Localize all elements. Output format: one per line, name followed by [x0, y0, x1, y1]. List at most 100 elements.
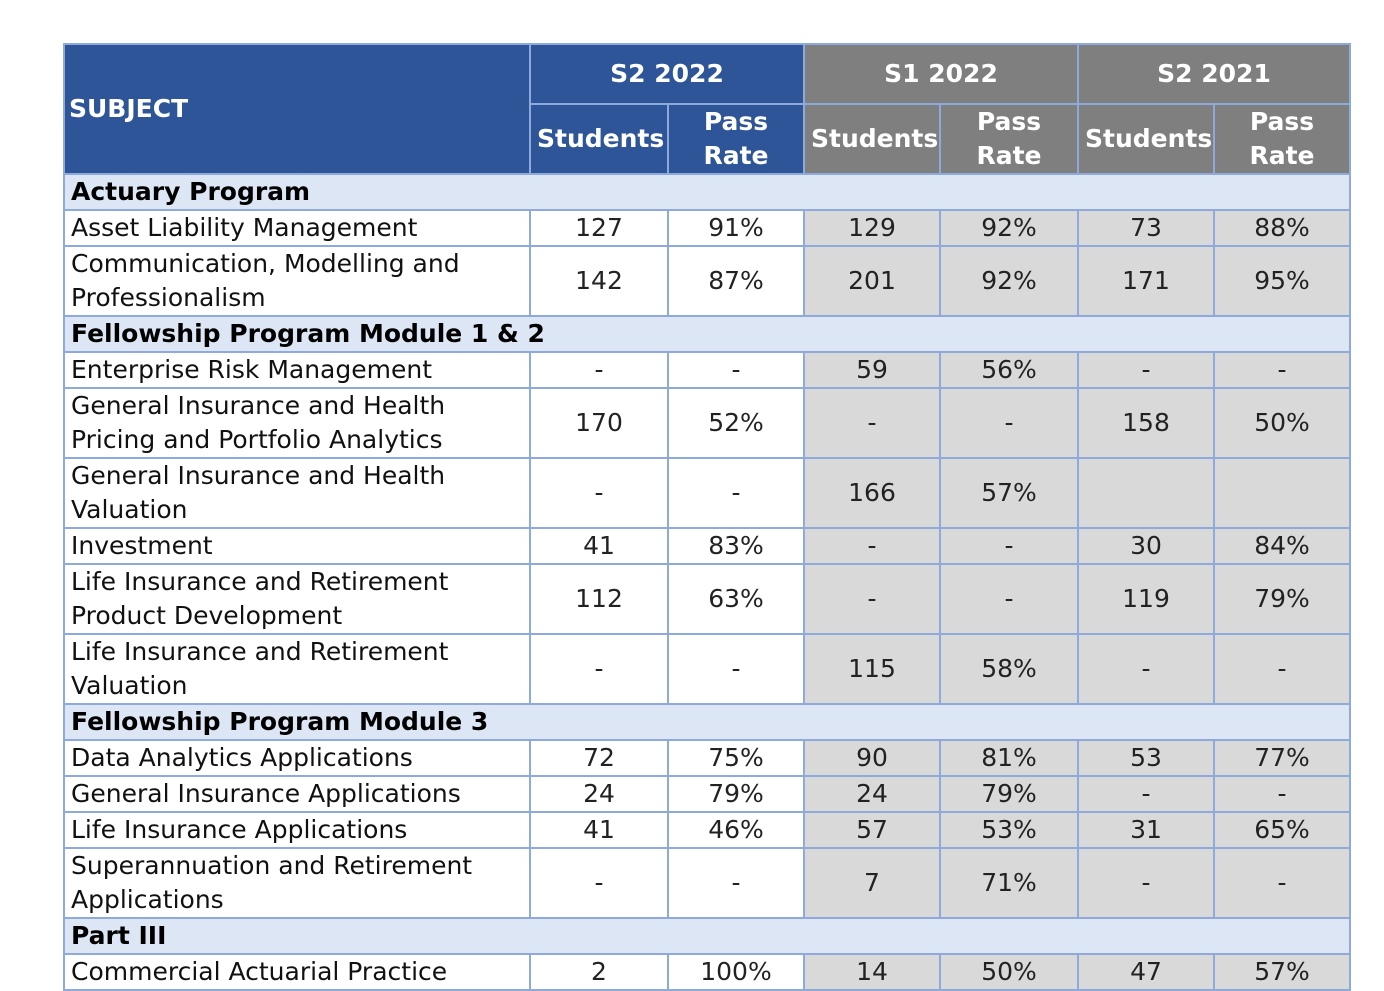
value-cell: 91% — [667, 209, 805, 247]
value-cell: 59 — [803, 351, 941, 389]
section-title: Fellowship Program Module 1 & 2 — [63, 315, 1351, 353]
value-cell — [1213, 457, 1351, 529]
value-cell: 50% — [939, 953, 1079, 991]
data-row: Enterprise Risk Management - -59 56% - - — [63, 351, 1351, 389]
data-row: General Insurance and Health Valuation - -… — [63, 457, 1351, 529]
data-row: General Insurance and Health Pricing and… — [63, 387, 1351, 459]
value-cell: - — [667, 351, 805, 389]
value-cell: 171 — [1077, 245, 1215, 317]
period-header: S1 2022 — [803, 43, 1079, 105]
value-cell: 170 — [529, 387, 669, 459]
column-header: Students — [803, 103, 941, 175]
column-header: Pass Rate — [667, 103, 805, 175]
value-cell: 57 — [803, 811, 941, 849]
data-row: Life Insurance and Retirement Valuation -… — [63, 633, 1351, 705]
subject-cell: Investment — [63, 527, 531, 565]
value-cell: 112 — [529, 563, 669, 635]
value-cell: 65% — [1213, 811, 1351, 849]
subject-cell: General Insurance and Health Valuation — [63, 457, 531, 529]
value-cell: - — [803, 527, 941, 565]
value-cell: 142 — [529, 245, 669, 317]
value-cell: 41 — [529, 527, 669, 565]
value-cell: 88% — [1213, 209, 1351, 247]
value-cell: - — [667, 457, 805, 529]
value-cell: 84% — [1213, 527, 1351, 565]
subject-cell: General Insurance and Health Pricing and… — [63, 387, 531, 459]
value-cell: - — [1077, 775, 1215, 813]
value-cell: - — [529, 847, 669, 919]
data-row: Life Insurance Applications 41 46% 57 53% 31 6… — [63, 811, 1351, 849]
value-cell — [1077, 457, 1215, 529]
value-cell: 30 — [1077, 527, 1215, 565]
value-cell: - — [803, 563, 941, 635]
value-cell: 201 — [803, 245, 941, 317]
subject-cell: Life Insurance and Retirement Valuation — [63, 633, 531, 705]
value-cell: - — [1213, 775, 1351, 813]
value-cell: - — [529, 351, 669, 389]
value-cell: 73 — [1077, 209, 1215, 247]
value-cell: - — [529, 457, 669, 529]
value-cell: - — [1077, 847, 1215, 919]
value-cell: 79% — [939, 775, 1079, 813]
value-cell: 41 — [529, 811, 669, 849]
value-cell: 58% — [939, 633, 1079, 705]
subject-cell: Superannuation and Retirement Applicatio… — [63, 847, 531, 919]
subject-cell: Life Insurance Applications — [63, 811, 531, 849]
value-cell: - — [1213, 847, 1351, 919]
section-title: Actuary Program — [63, 173, 1351, 211]
value-cell: 14 — [803, 953, 941, 991]
value-cell: 92% — [939, 245, 1079, 317]
section-row: Part III — [63, 917, 1351, 955]
subject-cell: Data Analytics Applications — [63, 739, 531, 777]
value-cell: 90 — [803, 739, 941, 777]
value-cell: - — [939, 387, 1079, 459]
value-cell: 75% — [667, 739, 805, 777]
period-header: S2 2021 — [1077, 43, 1351, 105]
value-cell: 52% — [667, 387, 805, 459]
value-cell: 87% — [667, 245, 805, 317]
subject-cell: Asset Liability Management — [63, 209, 531, 247]
section-title: Part III — [63, 917, 1351, 955]
value-cell: 46% — [667, 811, 805, 849]
value-cell: 81% — [939, 739, 1079, 777]
value-cell: 53 — [1077, 739, 1215, 777]
data-row: General Insurance Applications 24 79% 24 79%… — [63, 775, 1351, 813]
column-header: Pass Rate — [939, 103, 1079, 175]
value-cell: - — [939, 527, 1079, 565]
value-cell: 129 — [803, 209, 941, 247]
value-cell: 7 — [803, 847, 941, 919]
data-row: Communication, Modelling and Professiona… — [63, 245, 1351, 317]
value-cell: 53% — [939, 811, 1079, 849]
value-cell: - — [803, 387, 941, 459]
value-cell: 77% — [1213, 739, 1351, 777]
value-cell: 57% — [939, 457, 1079, 529]
value-cell: - — [667, 633, 805, 705]
period-header: S2 2022 — [529, 43, 805, 105]
value-cell: 83% — [667, 527, 805, 565]
section-row: Fellowship Program Module 1 & 2 — [63, 315, 1351, 353]
value-cell: 57% — [1213, 953, 1351, 991]
section-title: Fellowship Program Module 3 — [63, 703, 1351, 741]
subject-header: SUBJECT — [63, 43, 531, 175]
data-row: Life Insurance and Retirement Product De… — [63, 563, 1351, 635]
value-cell: 79% — [1213, 563, 1351, 635]
value-cell: 72 — [529, 739, 669, 777]
value-cell: 24 — [803, 775, 941, 813]
value-cell: - — [1213, 351, 1351, 389]
value-cell: - — [1077, 351, 1215, 389]
subject-cell: Commercial Actuarial Practice — [63, 953, 531, 991]
value-cell: 31 — [1077, 811, 1215, 849]
value-cell: 71% — [939, 847, 1079, 919]
value-cell: - — [1077, 633, 1215, 705]
data-row: Asset Liability Management 127 91% 129 92% 73… — [63, 209, 1351, 247]
value-cell: 166 — [803, 457, 941, 529]
value-cell: 158 — [1077, 387, 1215, 459]
value-cell: 119 — [1077, 563, 1215, 635]
header-row: SUBJECT S2 2022 S1 2022 S2 2021 — [63, 43, 1351, 175]
value-cell: - — [939, 563, 1079, 635]
value-cell: 50% — [1213, 387, 1351, 459]
subject-cell: Life Insurance and Retirement Product De… — [63, 563, 531, 635]
column-header: Pass Rate — [1213, 103, 1351, 175]
subject-cell: Communication, Modelling and Professiona… — [63, 245, 531, 317]
